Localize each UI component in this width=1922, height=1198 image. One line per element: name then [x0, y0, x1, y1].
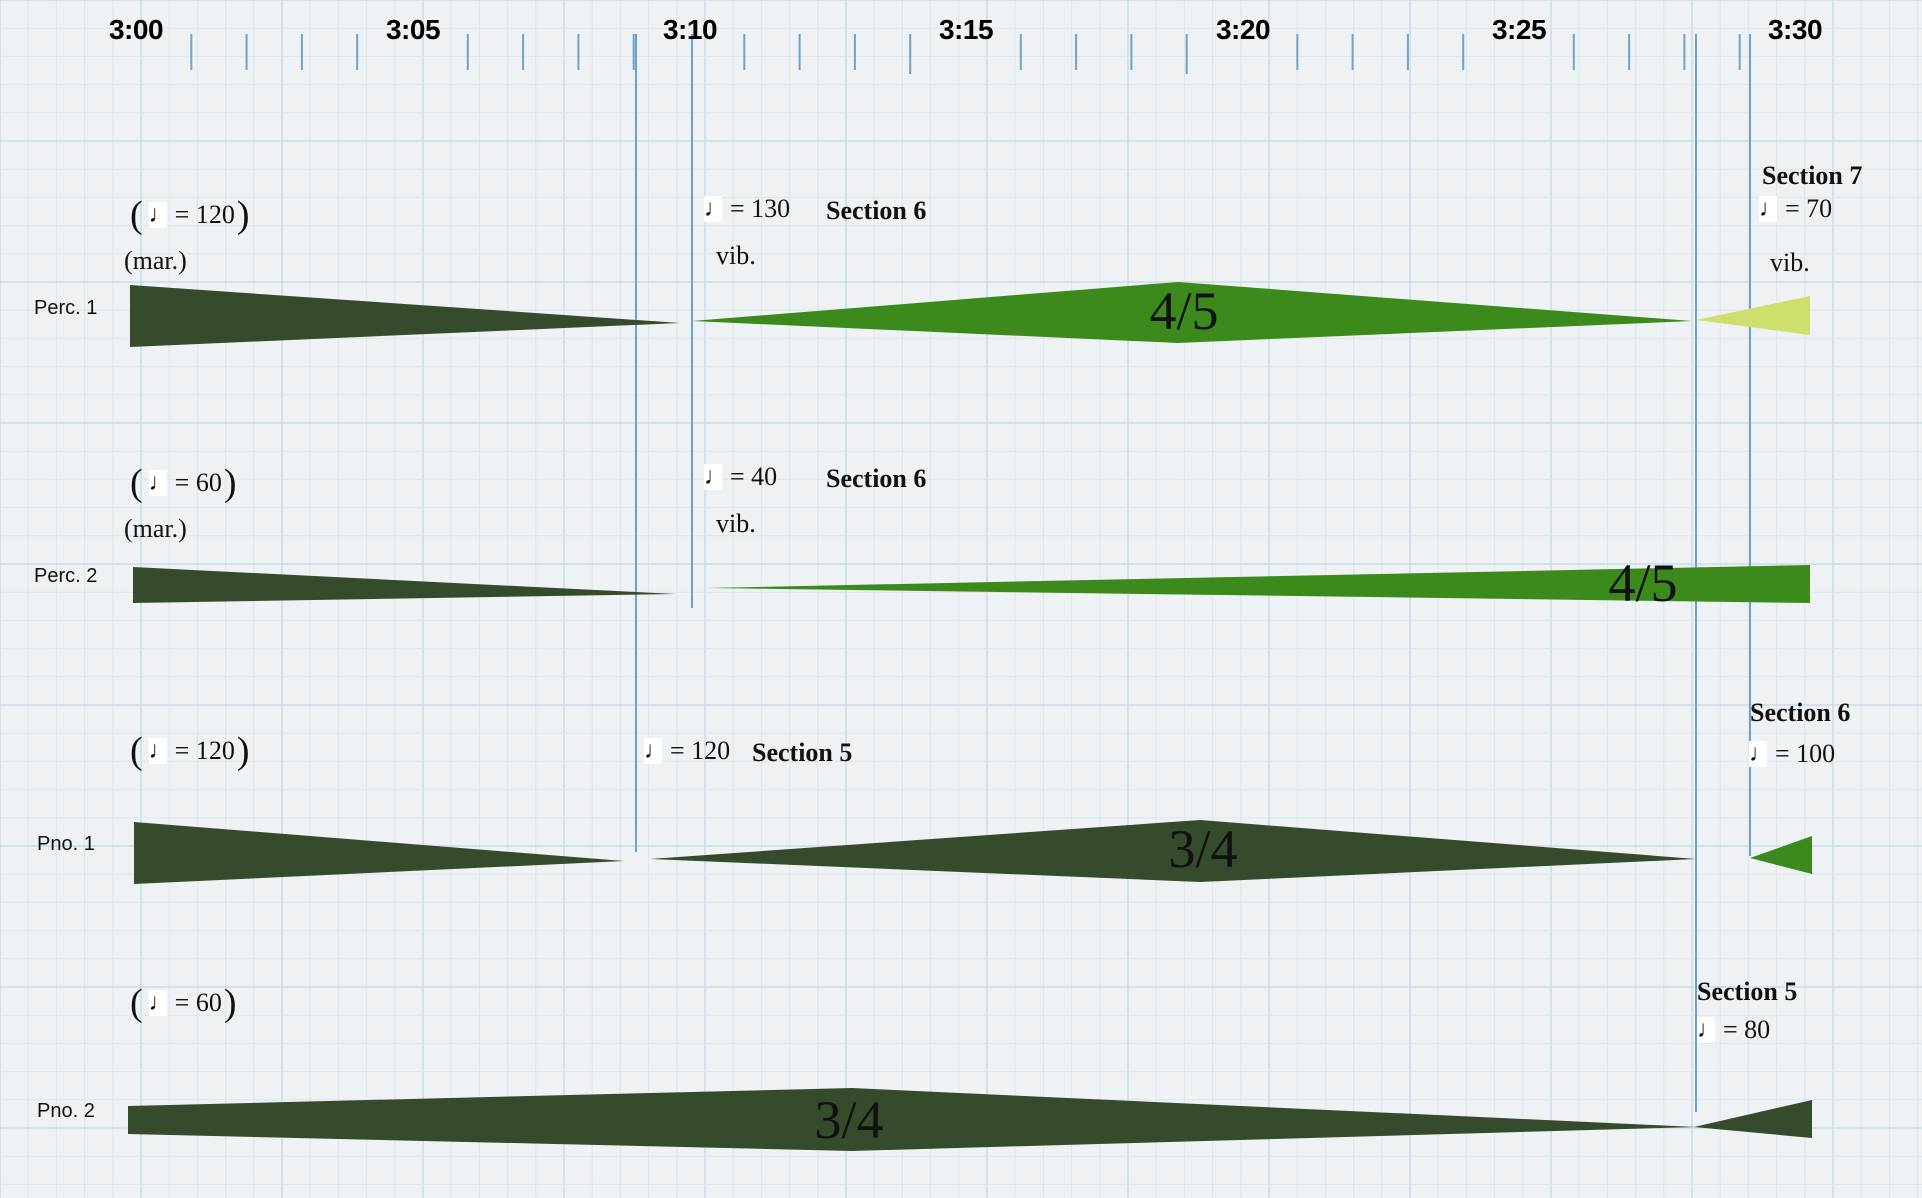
dynamic-wedge-pno-1-crescendo	[1750, 836, 1812, 874]
tempo-marking-pno-1-section-5: ♩ = 120	[644, 736, 731, 765]
dynamic-wedge-perc-1-crescendo	[1696, 296, 1810, 335]
instrument-label-pno-1: Pno. 1	[37, 833, 95, 855]
instrument-label-pno-2: Pno. 2	[37, 1100, 95, 1122]
technique-perc-2-start: (mar.)	[124, 514, 187, 543]
section-label-perc-1-section-7: Section 7	[1762, 161, 1863, 190]
technique-perc-1-section-7: vib.	[1770, 248, 1810, 277]
tempo-marking-perc-2-start: (♩ = 60)	[130, 462, 237, 504]
tempo-marking-perc-1-start: (♩ = 120)	[130, 194, 250, 236]
technique-perc-1-section-6: vib.	[716, 241, 756, 270]
tempo-marking-pno-1-start: (♩ = 120)	[130, 730, 250, 772]
time-label-3-00: 3:00	[108, 14, 164, 45]
quarter-note-icon: ♩	[148, 470, 173, 496]
quarter-note-icon: ♩	[148, 202, 173, 228]
tempo-marking-pno-1-section-6: ♩ = 100	[1749, 739, 1836, 768]
time-label-3-25: 3:25	[1491, 14, 1547, 45]
section-label-perc-1-section-6: Section 6	[826, 196, 927, 225]
time-label-3-15: 3:15	[938, 14, 994, 45]
section-label-pno-1-section-6: Section 6	[1750, 698, 1851, 727]
quarter-note-icon: ♩	[1759, 196, 1783, 222]
quarter-note-icon: ♩	[148, 738, 173, 764]
dynamic-mark-pno-1: 3/4	[1168, 819, 1238, 879]
time-label-3-20: 3:20	[1215, 14, 1271, 45]
dynamic-wedge-pno-2-crescendo	[1694, 1100, 1812, 1138]
technique-perc-1-start: (mar.)	[124, 246, 187, 275]
section-label-pno-2-section-5: Section 5	[1697, 977, 1798, 1006]
dynamic-mark-perc-2: 4/5	[1608, 553, 1678, 613]
dynamic-wedge-pno-1-fade-out	[134, 822, 624, 884]
time-label-3-05: 3:05	[385, 14, 441, 45]
quarter-note-icon: ♩	[1697, 1017, 1721, 1043]
instrument-label-perc-2: Perc. 2	[34, 565, 98, 587]
quarter-note-icon: ♩	[704, 196, 728, 222]
time-label-3-30: 3:30	[1767, 14, 1823, 45]
instrument-label-perc-1: Perc. 1	[34, 297, 98, 319]
section-label-perc-2-section-6: Section 6	[826, 464, 927, 493]
dynamic-wedge-perc-1-fade-out	[130, 285, 680, 347]
tempo-marking-perc-1-section-7: ♩ = 70	[1759, 194, 1833, 223]
dynamic-wedge-perc-1-swell	[692, 282, 1692, 343]
quarter-note-icon: ♩	[704, 464, 728, 490]
quarter-note-icon: ♩	[148, 990, 173, 1016]
time-label-3-10: 3:10	[662, 14, 718, 45]
tempo-marking-perc-2-section-6: ♩ = 40	[704, 462, 778, 491]
tempo-marking-pno-2-section-5: ♩ = 80	[1697, 1015, 1771, 1044]
tempo-marking-pno-2-start: (♩ = 60)	[130, 982, 237, 1024]
dynamic-mark-perc-1: 4/5	[1149, 281, 1219, 341]
dynamic-wedge-pno-1-swell	[650, 820, 1696, 882]
technique-perc-2-section-6: vib.	[716, 509, 756, 538]
quarter-note-icon: ♩	[1749, 741, 1773, 767]
section-label-pno-1-section-5: Section 5	[752, 738, 853, 767]
dynamic-wedge-pno-2-swell	[128, 1088, 1696, 1151]
tempo-marking-perc-1-section-6: ♩ = 130	[704, 194, 791, 223]
quarter-note-icon: ♩	[644, 738, 668, 764]
dynamic-wedge-perc-2-fade-out	[133, 567, 676, 603]
dynamic-wedge-perc-2-crescendo	[706, 565, 1810, 603]
dynamic-mark-pno-2: 3/4	[814, 1090, 884, 1150]
